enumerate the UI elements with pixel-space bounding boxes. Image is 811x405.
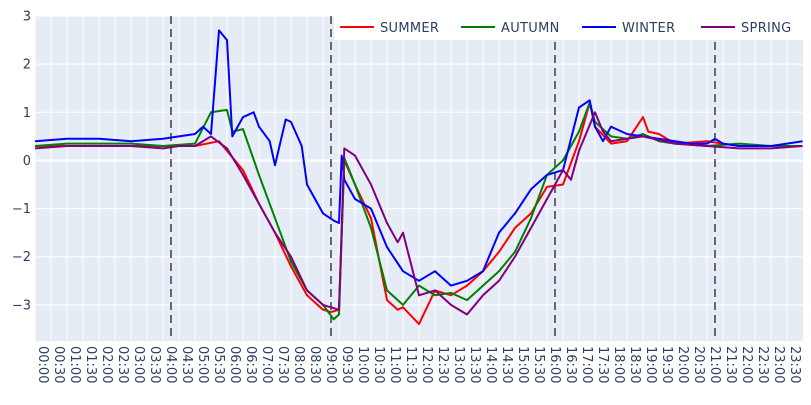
x-tick-label: 17:30 [595,346,610,383]
x-tick-label: 22:30 [755,346,770,383]
y-tick-label: 0 [23,154,31,169]
x-tick-label: 11:00 [387,346,402,383]
x-tick-label: 12:30 [435,346,450,383]
legend-label-summer: SUMMER [380,21,439,36]
x-tick-label: 06:30 [243,346,258,383]
legend-label-winter: WINTER [622,21,675,36]
x-tick-label: 19:00 [643,346,658,383]
x-tick-label: 19:30 [659,346,674,383]
x-tick-label: 00:30 [51,346,66,383]
x-tick-label: 13:30 [467,346,482,383]
x-tick-label: 10:30 [371,346,386,383]
series-line-spring [34,111,803,316]
legend: SUMMER AUTUMN WINTER SPRING [334,16,803,40]
x-tick-label: 18:30 [627,346,642,383]
vertical-markers [170,16,716,341]
x-tick-label: 23:30 [787,346,802,383]
x-tick-label: 08:30 [307,346,322,383]
y-tick-label: −2 [12,250,31,265]
x-tick-label: 16:00 [547,346,562,383]
x-tick-label: 05:30 [211,346,226,383]
x-tick-label: 13:00 [451,346,466,383]
x-tick-label: 05:00 [195,346,210,383]
y-tick-label: 2 [23,58,31,73]
x-tick-label: 02:30 [115,346,130,383]
x-tick-label: 14:00 [483,346,498,383]
x-tick-label: 23:00 [771,346,786,383]
x-tick-label: 04:30 [179,346,194,383]
x-tick-label: 07:30 [275,346,290,383]
series-lines [34,29,803,326]
x-axis: 00:00 00:30 01:00 01:30 02:00 02:30 03:00 03:30… [35,346,802,383]
x-tick-label: 12:00 [419,346,434,383]
x-tick-label: 06:00 [227,346,242,383]
x-tick-label: 10:00 [355,346,370,383]
x-tick-label: 03:30 [147,346,162,383]
x-tick-label: 07:00 [259,346,274,383]
x-tick-label: 20:00 [675,346,690,383]
x-tick-label: 21:30 [723,346,738,383]
x-tick-label: 04:00 [163,346,178,383]
y-axis: 3 2 1 0 −1 −2 −3 [12,10,31,314]
y-tick-label: −1 [12,202,31,217]
x-tick-label: 22:00 [739,346,754,383]
x-tick-label: 17:00 [579,346,594,383]
x-tick-label: 11:30 [403,346,418,383]
x-tick-label: 03:00 [131,346,146,383]
y-tick-label: 3 [23,10,31,25]
series-line-winter [34,29,803,287]
x-tick-label: 09:30 [339,346,354,383]
x-tick-label: 21:00 [707,346,722,383]
x-tick-label: 00:00 [35,346,50,383]
legend-label-autumn: AUTUMN [501,21,560,36]
x-tick-label: 02:00 [99,346,114,383]
x-tick-label: 09:00 [323,346,338,383]
x-tick-label: 18:00 [611,346,626,383]
x-tick-label: 20:30 [691,346,706,383]
x-tick-label: 14:30 [499,346,514,383]
y-tick-label: −3 [12,298,31,313]
x-tick-label: 01:30 [83,346,98,383]
legend-label-spring: SPRING [741,21,792,36]
x-tick-label: 08:00 [291,346,306,383]
x-tick-label: 15:00 [515,346,530,383]
y-tick-label: 1 [23,106,31,121]
x-tick-label: 01:00 [67,346,82,383]
x-tick-label: 15:30 [531,346,546,383]
x-tick-label: 16:30 [563,346,578,383]
